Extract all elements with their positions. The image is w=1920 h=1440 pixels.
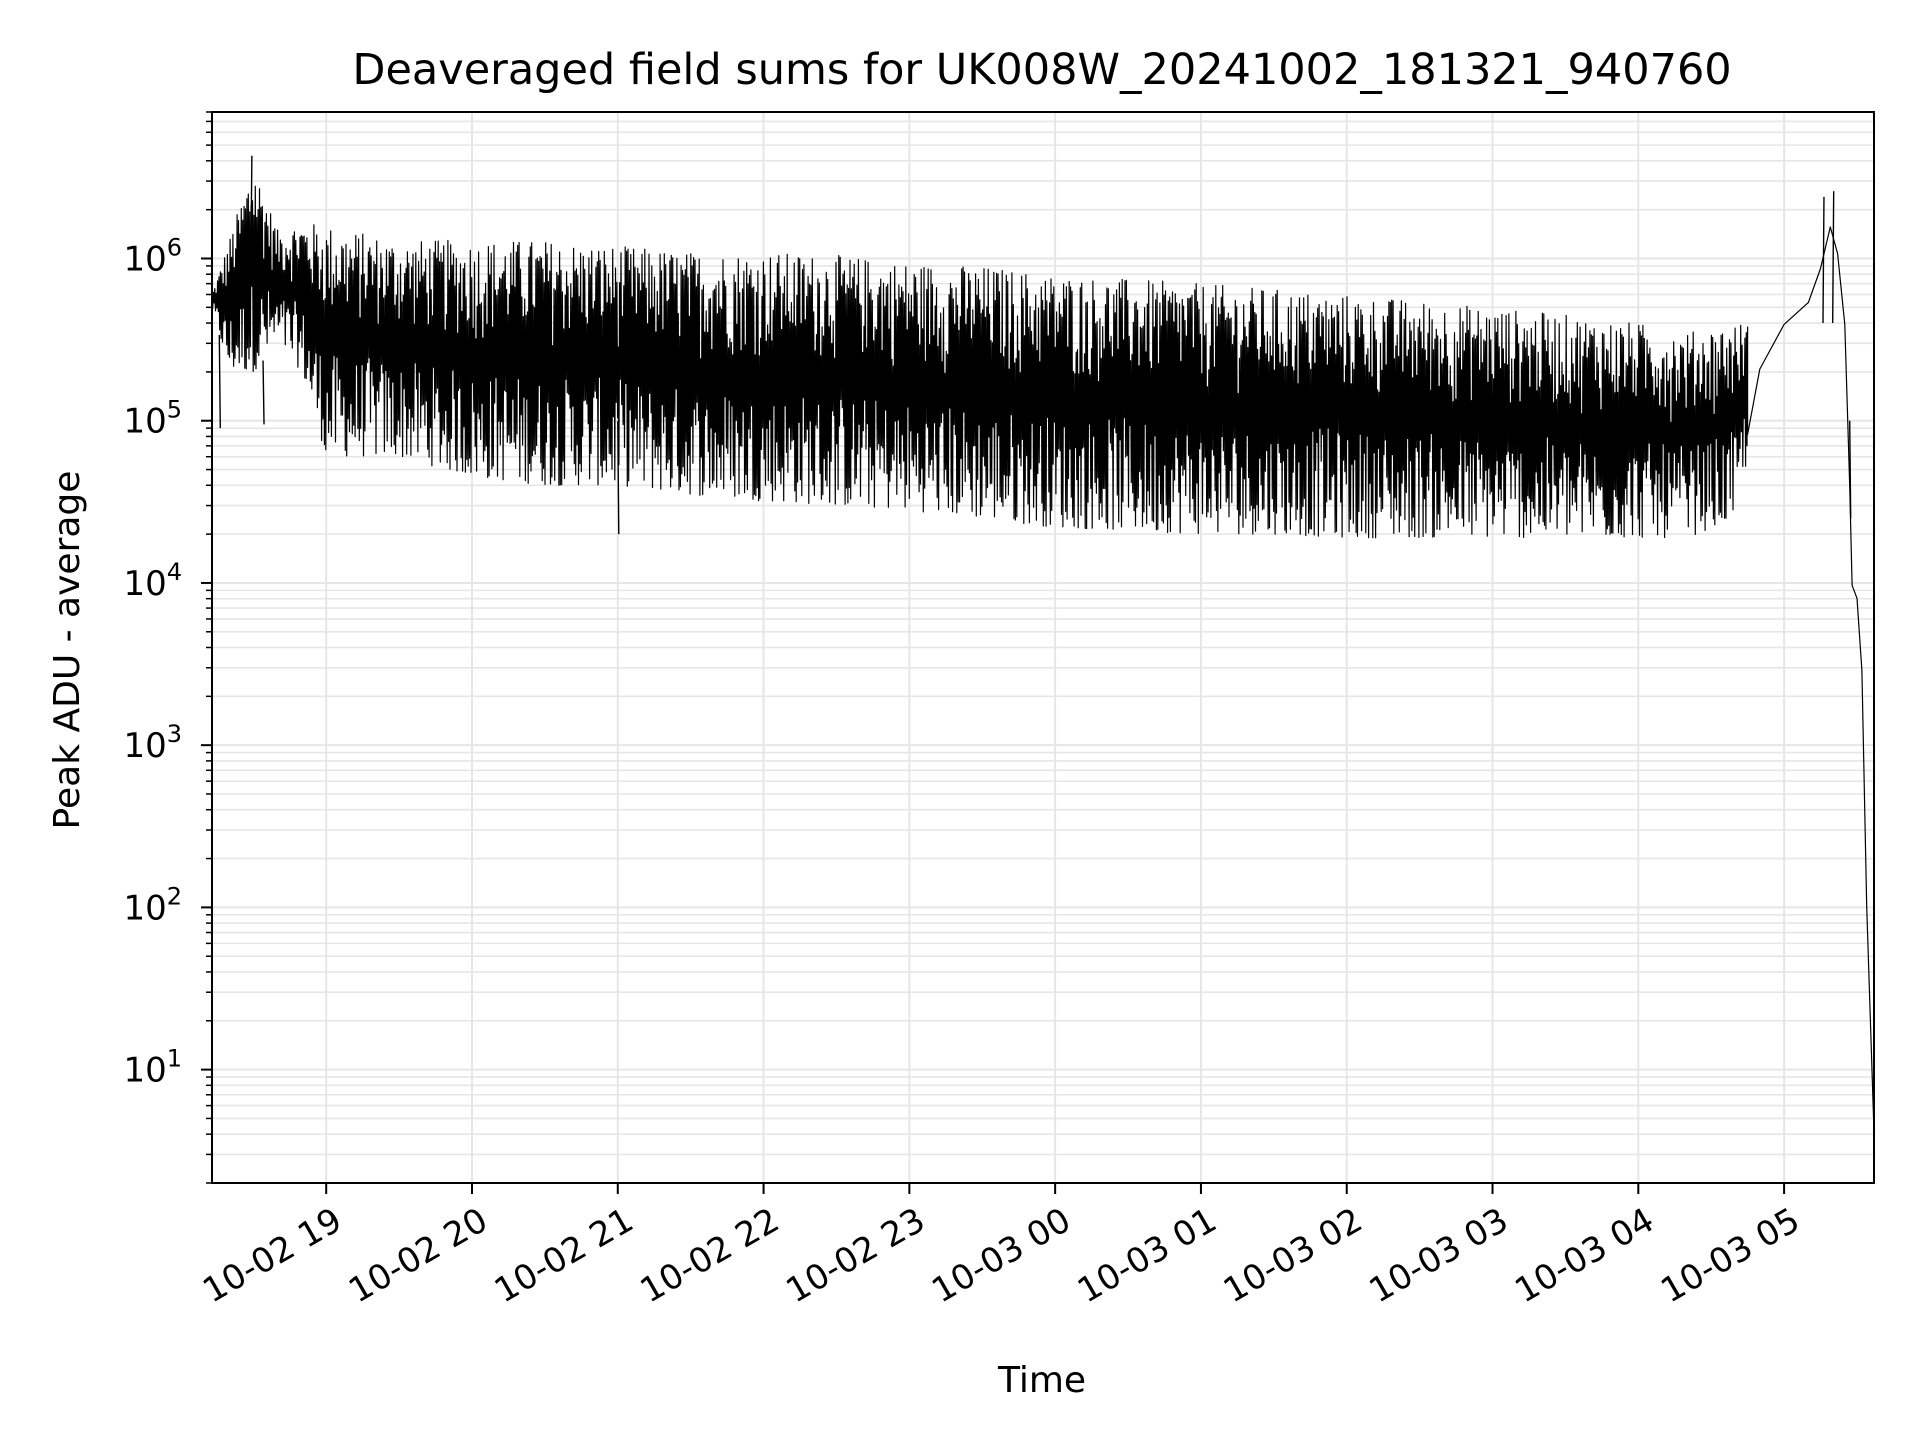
y-tick-label: 102 [123, 882, 182, 928]
grid-lines [212, 111, 1874, 1184]
series-spike [218, 334, 221, 429]
y-tick-label: 106 [123, 234, 182, 280]
y-tick-label: 105 [123, 396, 182, 442]
y-axis: 101 102 103 104 105 106 [123, 111, 212, 1184]
y-tick-label: 101 [123, 1045, 182, 1091]
chart-title: Deaveraged field sums for UK008W_2024100… [352, 45, 1731, 95]
series-spike [262, 360, 265, 425]
y-tick-label: 103 [123, 720, 182, 766]
series-spike [1822, 196, 1825, 324]
y-axis-label: Peak ADU - average [47, 471, 88, 830]
series-spike [1849, 420, 1852, 519]
x-axis-label: Time [997, 1360, 1086, 1401]
series-spike [617, 420, 620, 535]
series-spike [1831, 191, 1835, 324]
series-line [211, 185, 1875, 1133]
series-spike [250, 155, 253, 259]
plot-area [211, 155, 1875, 1133]
y-tick-label: 104 [123, 558, 182, 604]
